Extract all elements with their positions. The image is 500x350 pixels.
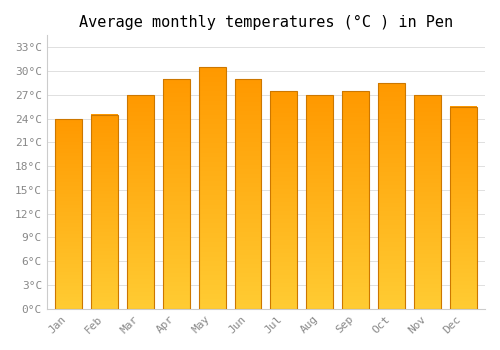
Bar xyxy=(127,95,154,309)
Bar xyxy=(55,119,82,309)
Bar xyxy=(378,83,405,309)
Bar xyxy=(91,114,118,309)
Bar xyxy=(234,79,262,309)
Title: Average monthly temperatures (°C ) in Pen: Average monthly temperatures (°C ) in Pe… xyxy=(79,15,453,30)
Bar xyxy=(414,95,441,309)
Bar xyxy=(270,91,297,309)
Bar xyxy=(162,79,190,309)
Bar xyxy=(342,91,369,309)
Bar xyxy=(450,107,477,309)
Bar xyxy=(306,95,334,309)
Bar xyxy=(198,67,226,309)
